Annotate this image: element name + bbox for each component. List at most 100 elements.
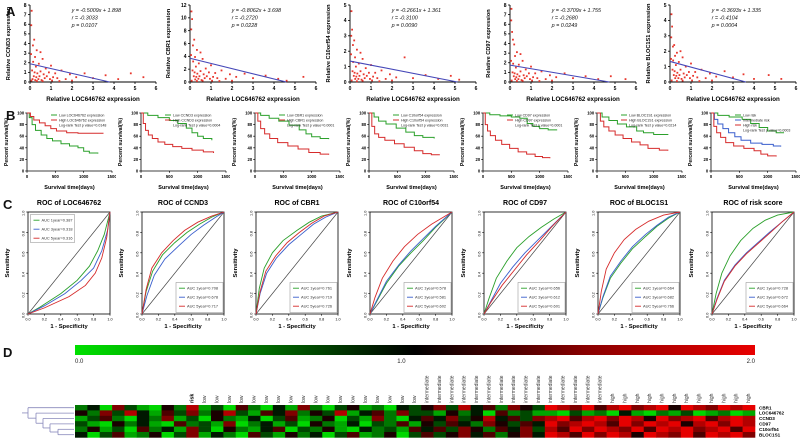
svg-text:500: 500 [622,174,630,179]
dendrogram [22,407,74,436]
svg-text:High risk: High risk [743,123,757,127]
roc-plot-6: ROC of BLOC1S1 0.00.0 0.2 0.2 0.4 0.4 0.6 0.6 0.… [575,200,683,330]
svg-text:BLOC1S1: BLOC1S1 [759,432,781,437]
svg-text:6: 6 [504,22,507,28]
svg-text:1: 1 [210,86,213,92]
svg-text:1 - Specificity: 1 - Specificity [734,324,772,330]
svg-text:high: high [610,393,616,403]
survival-plot-3: 0 500 1000 1500 0 20 40 60 80 100 Low CBR1 express… [232,111,344,192]
svg-text:low: low [412,395,418,403]
svg-text:1.0: 1.0 [563,318,568,322]
svg-text:low: low [264,395,270,403]
svg-text:intermediate: intermediate [437,375,443,403]
svg-text:intermediate: intermediate [511,375,517,403]
svg-text:0.2: 0.2 [42,318,47,322]
svg-text:intermediate: intermediate [449,375,455,403]
svg-text:Percent survival(%): Percent survival(%) [460,118,466,166]
svg-text:Low C10orf54 expression: Low C10orf54 expression [401,113,442,117]
svg-text:ROC of C10orf54: ROC of C10orf54 [383,200,439,207]
svg-text:0.2: 0.2 [136,292,140,297]
svg-text:Relative LOC646762 expression: Relative LOC646762 expression [206,96,300,103]
svg-text:1 - Specificity: 1 - Specificity [620,324,658,330]
svg-text:1000: 1000 [79,174,89,179]
svg-text:Sensitivity: Sensitivity [461,248,467,278]
svg-text:1000: 1000 [535,174,545,179]
panel-label-b: B [6,108,16,123]
panel-d-heatmap: 0.0 1.0 2.0 low low low low low low low low low low l… [0,343,802,440]
svg-text:Relative CCND3 expression: Relative CCND3 expression [6,6,12,80]
svg-text:AUC 1year=0.708: AUC 1year=0.708 [187,286,218,291]
svg-text:0.4: 0.4 [592,272,596,277]
svg-text:4: 4 [753,86,756,92]
svg-text:6: 6 [475,86,478,92]
svg-text:Survival time(days): Survival time(days) [44,185,95,191]
roc-plot-3: ROC of CBR1 0.00.0 0.2 0.2 0.4 0.4 0.6 0.6 0.8 0.… [233,200,341,330]
svg-text:0.4: 0.4 [628,318,633,322]
svg-text:1500: 1500 [221,174,230,179]
svg-text:AUC 5year=0.316: AUC 5year=0.316 [42,236,73,241]
svg-text:r = -0.3100: r = -0.3100 [392,16,418,22]
svg-text:Low LOC646762 expression: Low LOC646762 expression [59,113,104,117]
svg-text:0.6: 0.6 [75,318,80,322]
svg-text:20: 20 [134,157,139,162]
svg-text:Relative BLOC1S1 expression: Relative BLOC1S1 expression [646,3,652,83]
svg-text:Percent survival(%): Percent survival(%) [118,118,124,166]
svg-text:ROC of CCND3: ROC of CCND3 [158,200,208,207]
svg-text:80: 80 [476,122,481,127]
svg-text:4: 4 [344,18,347,24]
svg-text:AUC 1year=0.761: AUC 1year=0.761 [301,286,332,291]
svg-text:AUC 3year=0.581: AUC 3year=0.581 [415,295,446,300]
svg-text:AUC 5year=0.601: AUC 5year=0.601 [529,304,560,309]
svg-text:1.0: 1.0 [335,318,340,322]
svg-text:4: 4 [24,41,27,47]
svg-text:0: 0 [509,86,512,92]
svg-text:0.2: 0.2 [384,318,389,322]
svg-text:Low risk: Low risk [743,113,756,117]
svg-text:100: 100 [245,111,253,116]
svg-text:0.8: 0.8 [706,231,710,236]
svg-text:0: 0 [592,169,595,174]
svg-text:0.0: 0.0 [481,318,486,322]
svg-text:1 - Specificity: 1 - Specificity [392,324,430,330]
svg-text:High LOC646762 expression: High LOC646762 expression [59,118,105,122]
svg-text:0.8: 0.8 [364,231,368,236]
svg-text:AUC 3year=0.682: AUC 3year=0.682 [643,295,674,300]
svg-text:40: 40 [362,145,367,150]
svg-text:7: 7 [504,12,507,18]
svg-text:high: high [672,393,678,403]
svg-text:0.0: 0.0 [139,318,144,322]
svg-text:40: 40 [20,145,25,150]
svg-text:0.0: 0.0 [250,313,254,318]
svg-text:1.0: 1.0 [397,359,406,365]
svg-text:0: 0 [368,174,371,179]
svg-text:r = -0.2720: r = -0.2720 [232,16,258,22]
svg-text:1000: 1000 [763,174,773,179]
svg-text:0.6: 0.6 [417,318,422,322]
svg-text:AUC 1year=0.664: AUC 1year=0.664 [643,286,675,291]
svg-text:Sensitivity: Sensitivity [347,248,353,278]
svg-text:1500: 1500 [563,174,572,179]
svg-text:intermediate: intermediate [425,375,431,403]
svg-text:3: 3 [412,86,415,92]
svg-text:0.6: 0.6 [22,251,26,256]
survival-plot-6: 0 500 1000 1500 0 20 40 60 80 100 Low BLOC1S1 expr… [574,111,686,192]
survival-plot-2: 0 500 1000 1500 0 20 40 60 80 100 Low CCND3 expres… [118,111,230,192]
roc-plot-5: ROC of CD97 0.00.0 0.2 0.2 0.4 0.4 0.6 0.6 0.8 0.… [461,200,569,330]
svg-text:1000: 1000 [421,174,431,179]
svg-text:20: 20 [476,157,481,162]
svg-text:8: 8 [24,3,27,9]
survival-plot-4: 0 500 1000 1500 0 20 40 60 80 100 Low C10orf54 exp… [346,111,458,192]
svg-text:low: low [301,395,307,403]
svg-text:0.8: 0.8 [547,318,552,322]
svg-text:Percent survival(%): Percent survival(%) [232,118,238,166]
svg-text:500: 500 [52,174,60,179]
svg-text:high: high [660,393,666,403]
svg-text:60: 60 [20,134,25,139]
svg-text:intermediate: intermediate [598,375,604,403]
svg-text:0: 0 [364,169,367,174]
svg-text:0.2: 0.2 [726,318,731,322]
survival-plot-5: 0 500 1000 1500 0 20 40 60 80 100 Low CD97 express… [460,111,572,192]
